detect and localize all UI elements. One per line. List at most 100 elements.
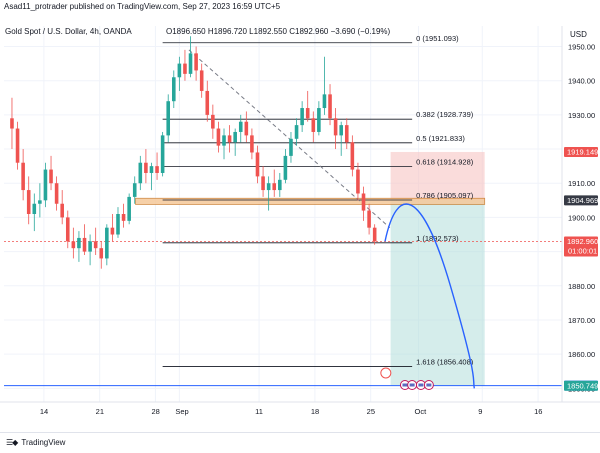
candle-body — [255, 152, 260, 177]
candle-body — [183, 63, 187, 74]
candle — [317, 101, 321, 136]
candle-body — [350, 142, 355, 170]
candle — [328, 84, 332, 126]
candle — [305, 90, 310, 122]
candle — [272, 169, 277, 197]
candle — [356, 162, 360, 201]
candle — [227, 125, 232, 153]
candle — [250, 128, 254, 160]
candle-body — [65, 217, 70, 242]
candle — [21, 149, 25, 201]
candle-body — [43, 169, 48, 201]
publisher-strip: Asad11_protrader published on TradingVie… — [0, 0, 600, 13]
price-tag-countdown: 01:00:01 — [568, 246, 597, 255]
candle-body — [199, 70, 204, 91]
price-tick-label: 1870.00 — [568, 316, 595, 325]
candle — [183, 49, 187, 81]
flag-glyph-icon — [418, 383, 424, 387]
candle — [132, 176, 137, 204]
time-axis[interactable]: 14 21 28 Sep 11 18 25 Oct 9 16 — [0, 401, 600, 416]
candle-body — [300, 108, 304, 126]
time-tick-label: 28 — [151, 407, 159, 416]
candle — [10, 97, 14, 150]
candle-body — [93, 241, 98, 249]
candle-body — [238, 121, 243, 132]
candle-body — [105, 227, 109, 259]
time-tick-label: 9 — [478, 407, 482, 416]
candle-body — [250, 135, 254, 153]
candle — [339, 121, 343, 156]
candle — [333, 108, 338, 150]
candle — [54, 176, 59, 211]
footer-brand[interactable]: TradingView — [21, 438, 66, 447]
candle-body — [339, 125, 343, 136]
candle-body — [32, 203, 37, 214]
price-tick-label: 1930.00 — [568, 111, 595, 120]
candle-body — [54, 183, 59, 204]
candle-body — [155, 166, 159, 173]
candle-body — [49, 169, 53, 184]
candle — [32, 193, 37, 232]
candle-body — [328, 94, 332, 119]
candle-body — [116, 214, 120, 235]
candle — [211, 104, 215, 139]
earnings-marker-icon — [380, 367, 392, 379]
fibonacci-levels[interactable]: 0 (1951.093) 0.382 (1928.739) 0.5 (1921.83… — [162, 34, 474, 367]
price-axis[interactable]: 1850.001860.001870.001880.001890.001900.… — [561, 26, 598, 402]
candle — [255, 145, 260, 184]
tradingview-logo-icon[interactable]: ☰◆ — [6, 438, 18, 447]
candle-body — [110, 227, 115, 235]
event-markers[interactable] — [380, 367, 434, 390]
candle-body — [121, 214, 126, 221]
fib-label-1: 1 (1892.573) — [416, 234, 459, 243]
candle — [77, 231, 81, 262]
candle — [110, 214, 115, 242]
flag-glyph-icon — [426, 383, 432, 387]
candle — [88, 234, 92, 266]
candle-body — [211, 114, 215, 129]
legend: Gold Spot / U.S. Dollar, 4h, OANDA O1896… — [5, 27, 587, 39]
candle — [15, 121, 20, 170]
candle-body — [344, 125, 349, 143]
position-box[interactable] — [390, 151, 485, 386]
candle — [294, 118, 299, 146]
candle-body — [227, 135, 232, 143]
flag-glyph-icon — [409, 383, 415, 387]
candle-body — [289, 138, 293, 156]
candle — [65, 210, 70, 249]
candle-body — [188, 53, 193, 74]
ohlc-readout: O1896.650 H1896.720 L1892.550 C1892.960 … — [166, 27, 391, 36]
candle-body — [261, 176, 265, 191]
stop-zone — [390, 151, 485, 200]
price-tick-label: 1950.00 — [568, 43, 595, 52]
candle — [82, 224, 87, 256]
price-tick-label: 1940.00 — [568, 77, 595, 86]
candle-body — [233, 131, 237, 143]
resistance-zone[interactable] — [135, 197, 486, 205]
candle — [71, 227, 76, 259]
candle-body — [272, 183, 277, 191]
candle — [93, 227, 98, 256]
candle — [43, 162, 48, 208]
candle — [350, 135, 355, 177]
time-tick-label: 16 — [534, 407, 542, 416]
candle-body — [177, 63, 182, 78]
candle-body — [311, 118, 316, 132]
candle — [116, 207, 120, 238]
fib-label-0.786: 0.786 (1905.097) — [416, 191, 474, 200]
candle — [166, 94, 171, 143]
candle — [49, 155, 53, 191]
time-tick-label: Sep — [175, 407, 188, 416]
candle — [171, 70, 176, 109]
candle — [199, 63, 204, 98]
candle — [60, 190, 64, 225]
candle-body — [149, 166, 154, 173]
candle-body — [283, 155, 288, 180]
price-tag — [564, 236, 598, 257]
candle — [144, 149, 148, 184]
candle — [300, 101, 304, 132]
price-chart[interactable]: 0 (1951.093) 0.382 (1928.739) 0.5 (1921.83… — [0, 13, 600, 432]
candle-body — [266, 183, 271, 191]
candle-body — [305, 108, 310, 119]
flag-glyph-icon — [402, 383, 408, 387]
